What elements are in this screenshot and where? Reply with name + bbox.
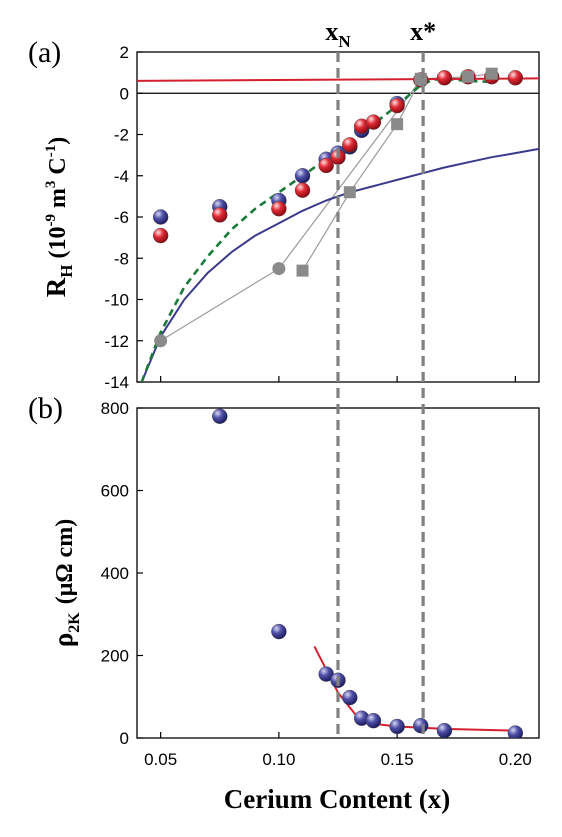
ylabel-a-units: (10 xyxy=(45,227,71,259)
ylabel-a-exp2: 3 xyxy=(43,181,59,189)
point-gray-square-a xyxy=(485,67,498,80)
point-gray-square-a xyxy=(391,118,404,131)
ylabel-a-exp: -9 xyxy=(43,214,59,227)
svg-text:RH(10-9 m3 C-1): RH (10-9 m3 C-1) xyxy=(41,137,76,298)
panel-b-plot-layer: 0 200 400 600 800 0.05 0.10 0.15 0.20 xyxy=(101,399,532,769)
panel-a-plot-layer: 2 0 -2 -4 -6 -8 -10 -12 -14 xyxy=(104,43,539,392)
point-blue-sphere-b xyxy=(365,712,382,729)
point-red-sphere-a xyxy=(152,227,169,244)
ylabel-a-sub: H xyxy=(57,265,76,278)
curve-green_dashed-a xyxy=(140,77,492,382)
panel-b-label: (b) xyxy=(28,392,63,425)
curve-blue-a xyxy=(140,147,539,382)
panel-a: (a) RH (10-9 m3 C-1) 2 0 -2 -4 -6 -8 -10 -12 -14 xyxy=(28,36,540,392)
ylabel-b-units: (μΩ cm) xyxy=(52,519,78,604)
ytick-label-a: -14 xyxy=(104,373,129,392)
ytick-label-a: -8 xyxy=(114,249,129,268)
point-red-sphere-a xyxy=(365,114,382,130)
xaxis-title: Cerium Content (x) xyxy=(224,784,450,814)
point-blue-sphere-b xyxy=(212,408,228,424)
ytick-label-a: -4 xyxy=(114,167,129,186)
point-red-sphere-a xyxy=(212,207,228,223)
marker-label-0: xN xyxy=(325,17,351,51)
ytick-label-a: -10 xyxy=(104,291,129,310)
point-red-sphere-a xyxy=(271,201,287,217)
point-red-sphere-a xyxy=(507,70,524,86)
ylabel-b-main: ρ xyxy=(48,633,78,647)
ylabel-a-units3: C xyxy=(45,157,71,180)
ylabel-a-exp3: -1 xyxy=(43,145,59,158)
point-red-sphere-a xyxy=(342,137,358,153)
xtick-label: 0.15 xyxy=(381,750,414,769)
ytick-label-b: 400 xyxy=(101,564,129,583)
ytick-label-a: -6 xyxy=(114,208,129,227)
point-gray-square-a xyxy=(414,72,427,85)
point-gray-square-a xyxy=(296,264,309,277)
point-blue-sphere-b xyxy=(436,722,453,738)
panel-a-yaxis-title: RH (10-9 m3 C-1) xyxy=(41,137,76,298)
xtick-label: 0.20 xyxy=(499,750,532,769)
ytick-label-b: 800 xyxy=(101,399,129,418)
point-blue-sphere-b xyxy=(507,725,524,738)
ytick-label-a: 0 xyxy=(120,84,129,103)
curve-red-a xyxy=(137,77,539,82)
ytick-label-a: -12 xyxy=(104,332,129,351)
ytick-label-a: 2 xyxy=(120,43,129,62)
point-blue-sphere-b xyxy=(342,689,358,706)
xtick-label: 0.05 xyxy=(144,750,177,769)
marker-layer: xN x* xyxy=(325,17,436,738)
point-gray-square-a xyxy=(343,186,356,199)
ylabel-a-main: R xyxy=(41,277,71,297)
plot-area-b xyxy=(212,408,524,738)
point-blue-sphere-b xyxy=(389,718,405,735)
point-gray-square-a xyxy=(462,70,475,83)
point-blue-sphere-b xyxy=(413,717,429,734)
ylabel-a-units2: m xyxy=(45,188,71,214)
point-red-sphere-a xyxy=(318,157,334,174)
point-blue-sphere-a xyxy=(152,209,169,225)
ytick-label-b: 600 xyxy=(101,482,129,501)
ytick-label-b: 200 xyxy=(101,647,129,666)
point-red-sphere-a xyxy=(294,182,311,198)
point-gray-circle-a xyxy=(272,262,286,276)
ylabel-b-sub: 2K xyxy=(66,612,83,633)
point-red-sphere-a xyxy=(389,97,405,114)
curve-red-b xyxy=(313,645,516,732)
ytick-label-b: 0 xyxy=(120,729,129,748)
point-red-sphere-a xyxy=(436,70,453,86)
marker-label-1: x* xyxy=(410,17,436,46)
point-blue-sphere-a xyxy=(294,168,311,184)
panel-b: (b) ρ2K (μΩ cm) 0 200 400 600 800 0.05 0.10 0.15… xyxy=(28,392,540,814)
point-blue-sphere-b xyxy=(271,623,287,640)
xtick-label: 0.10 xyxy=(262,750,295,769)
ytick-label-a: -2 xyxy=(114,126,129,145)
ylabel-a-units4: ) xyxy=(45,137,71,145)
svg-text:ρ2K(μΩ cm): ρ2K (μΩ cm) xyxy=(48,519,83,647)
panel-b-yaxis-title: ρ2K (μΩ cm) xyxy=(48,519,83,647)
plot-area-a xyxy=(137,67,539,382)
panel-a-label: (a) xyxy=(28,36,61,69)
point-gray-circle-a xyxy=(154,334,168,348)
